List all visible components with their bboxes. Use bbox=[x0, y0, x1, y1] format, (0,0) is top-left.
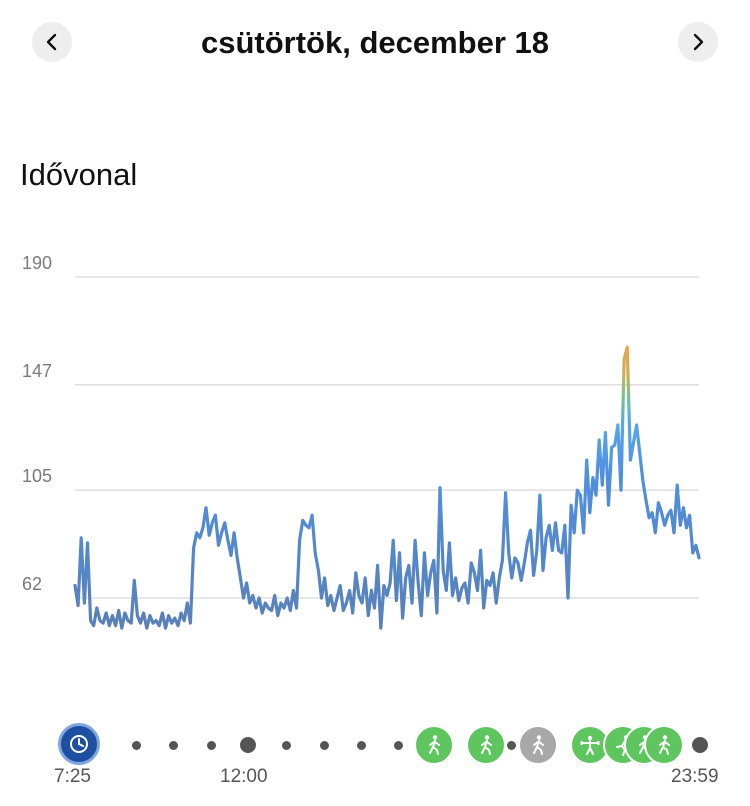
activity-timeline: 7:25 12:00 23:59 bbox=[0, 715, 750, 806]
walking-person-icon bbox=[429, 735, 440, 755]
timeline-dot bbox=[132, 741, 141, 750]
walking-person-icon bbox=[481, 735, 492, 755]
heart-rate-line bbox=[73, 345, 701, 630]
y-tick-label: 190 bbox=[22, 253, 52, 273]
walking-person-icon bbox=[659, 735, 670, 755]
activity-walk-2[interactable] bbox=[466, 725, 506, 765]
y-tick-label: 105 bbox=[22, 466, 52, 486]
start-badge[interactable] bbox=[58, 723, 100, 765]
activity-walk-gray[interactable] bbox=[518, 725, 558, 765]
activity-walk-4[interactable] bbox=[644, 725, 684, 765]
timeline-start-label: 7:25 bbox=[54, 766, 91, 787]
date-title: csütörtök, december 18 bbox=[200, 25, 550, 60]
timeline-end-marker bbox=[692, 737, 708, 753]
timeline-dot bbox=[320, 741, 329, 750]
timeline-section-title: Idővonal bbox=[20, 157, 138, 192]
walking-person-icon bbox=[533, 735, 544, 755]
next-day-button[interactable] bbox=[678, 22, 718, 62]
chart-grid bbox=[75, 276, 699, 599]
timeline-dot bbox=[394, 741, 403, 750]
chevron-right-icon bbox=[693, 33, 704, 51]
activity-walk-1[interactable] bbox=[414, 725, 454, 765]
timeline-dot bbox=[357, 741, 366, 750]
timeline-dot bbox=[207, 741, 216, 750]
y-tick-label: 147 bbox=[22, 361, 52, 381]
heart-rate-chart[interactable]: 190 147 105 62 bbox=[0, 230, 750, 670]
previous-day-button[interactable] bbox=[32, 22, 72, 62]
timeline-noon-marker bbox=[240, 737, 256, 753]
timeline-dot bbox=[507, 741, 516, 750]
y-tick-label: 62 bbox=[22, 574, 42, 594]
timeline-dot bbox=[282, 741, 291, 750]
clock-icon bbox=[70, 735, 88, 753]
timeline-mid-label: 12:00 bbox=[220, 766, 268, 787]
strength-training-icon bbox=[580, 735, 600, 755]
chevron-left-icon bbox=[46, 33, 57, 51]
timeline-end-label: 23:59 bbox=[671, 766, 719, 787]
y-axis-ticks: 190 147 105 62 bbox=[22, 253, 52, 594]
timeline-dot bbox=[169, 741, 178, 750]
